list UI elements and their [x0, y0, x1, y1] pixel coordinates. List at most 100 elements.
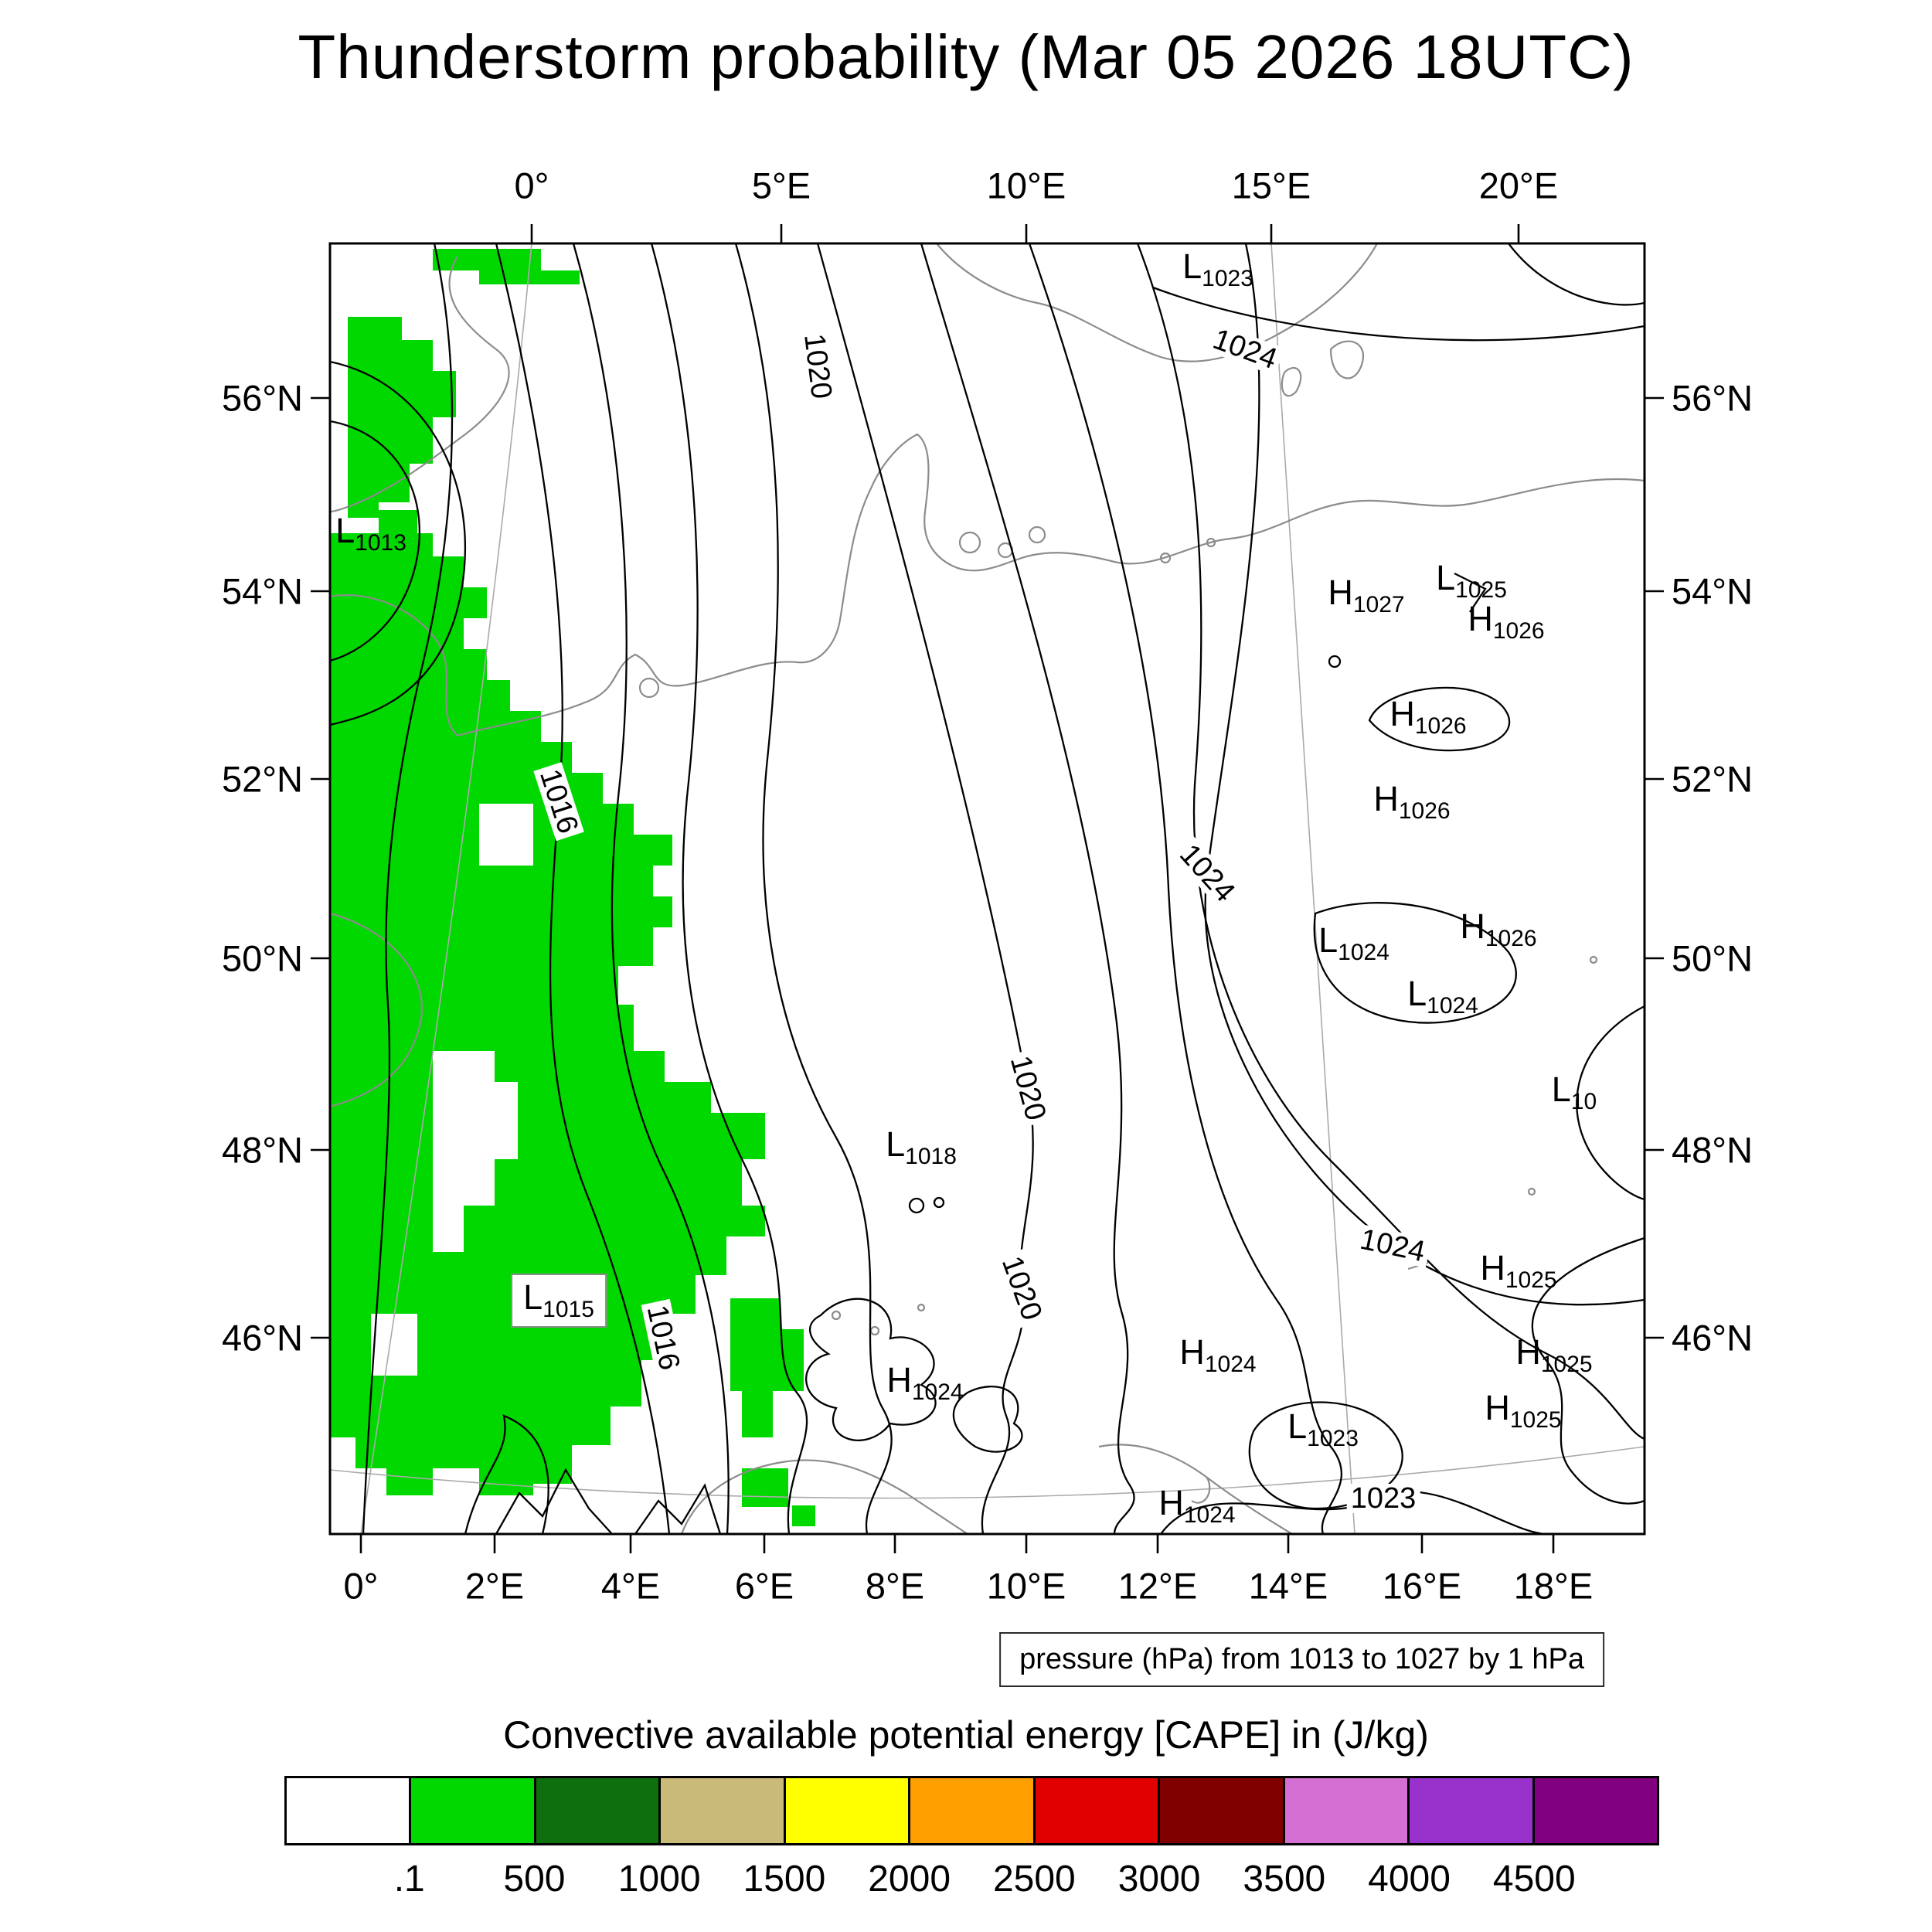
- pressure-marker-l-1018: L1018: [886, 1127, 957, 1168]
- pressure-range-caption: pressure (hPa) from 1013 to 1027 by 1 hP…: [999, 1632, 1604, 1687]
- coastline-lake: [831, 1310, 842, 1321]
- coastline-island: [1281, 367, 1302, 397]
- axis-label-56degN: 56°N: [1672, 377, 1753, 419]
- axis-label-52degN: 52°N: [1672, 758, 1753, 800]
- pressure-marker-h-1025: H1025: [1485, 1390, 1561, 1432]
- colorbar-cell-0: [287, 1778, 412, 1843]
- colorbar-cell-6: [1035, 1778, 1161, 1843]
- pressure-letter: L: [1551, 1070, 1571, 1109]
- axis-label-46degN: 46°N: [221, 1317, 303, 1359]
- colorbar-tick-1000: 1000: [617, 1859, 701, 1900]
- colorbar-tick-3000: 3000: [1117, 1859, 1201, 1900]
- colorbar-cell-1: [411, 1778, 536, 1843]
- colorbar-tick-3500: 3500: [1243, 1859, 1326, 1900]
- pressure-value: 1025: [1505, 1267, 1557, 1293]
- map-frame: [311, 224, 1664, 1553]
- isobar: [464, 1414, 549, 1534]
- isobar: [908, 1197, 925, 1214]
- isobar: [330, 360, 467, 726]
- isobar: [933, 1196, 945, 1209]
- pressure-letter: L: [335, 511, 355, 550]
- axis-label-50degN: 50°N: [1672, 937, 1753, 979]
- coastline-island: [958, 531, 981, 554]
- map-frame-rect: [328, 242, 1646, 1536]
- pressure-marker-h-1024: H1024: [886, 1362, 963, 1404]
- isobar: [1508, 243, 1645, 306]
- pressure-marker-h-1026: H1026: [1468, 601, 1544, 643]
- cape-region: [792, 1505, 815, 1526]
- axis-label-18degE: 18°E: [1513, 1565, 1594, 1607]
- pressure-value: 1024: [1427, 993, 1478, 1019]
- coastline-island: [1206, 537, 1216, 548]
- cape-fill-holes: [371, 804, 533, 1376]
- pressure-value: 1025: [1509, 1407, 1562, 1433]
- isobar: [634, 1483, 722, 1534]
- pressure-letter: H: [1179, 1332, 1205, 1372]
- isobar: [495, 243, 671, 1534]
- colorbar-cell-10: [1534, 1778, 1657, 1843]
- pressure-marker-h-1024: H1024: [1179, 1335, 1256, 1376]
- pressure-marker-h-1026: H1026: [1389, 696, 1466, 738]
- axis-label-50degN: 50°N: [221, 937, 303, 979]
- colorbar-cell-8: [1284, 1778, 1410, 1843]
- axis-label-10degE: 10°E: [986, 1565, 1066, 1607]
- pressure-marker-h-1026: H1026: [1460, 909, 1536, 951]
- coastline: [936, 243, 1378, 362]
- colorbar-cell-7: [1160, 1778, 1285, 1843]
- isobar: [1136, 243, 1645, 1440]
- colorbar-cell-3: [661, 1778, 786, 1843]
- cape-colorbar: [284, 1776, 1659, 1845]
- isobar: [650, 243, 808, 1534]
- isobar: [1328, 655, 1342, 668]
- axis-label-48degN: 48°N: [1672, 1129, 1753, 1171]
- axis-label-46degN: 46°N: [1672, 1317, 1753, 1359]
- cape-hole: [479, 804, 533, 866]
- cape-region: [730, 1298, 804, 1437]
- coastline: [680, 1459, 968, 1534]
- colorbar-cell-5: [910, 1778, 1036, 1843]
- pressure-letter: H: [1389, 694, 1415, 733]
- pressure-marker-l-1023: L1023: [1182, 249, 1253, 291]
- colorbar-tick-1500: 1500: [743, 1859, 826, 1900]
- isobar: [734, 243, 893, 1534]
- pressure-value: 1025: [1455, 577, 1507, 603]
- cape-region: [348, 317, 456, 518]
- coastline-island: [1589, 955, 1598, 964]
- isobar: [1204, 243, 1645, 1306]
- isobar: [495, 1468, 613, 1534]
- axis-label-52degN: 52°N: [221, 758, 303, 800]
- pressure-letter: H: [1515, 1332, 1541, 1372]
- pressure-letter: L: [886, 1124, 906, 1164]
- colorbar-tick-2000: 2000: [868, 1859, 951, 1900]
- pressure-value: 1015: [543, 1297, 594, 1322]
- pressure-value: 1025: [1540, 1352, 1593, 1377]
- pressure-value: 1024: [1338, 940, 1389, 965]
- isobar: [952, 1386, 1023, 1453]
- coastline-island: [1159, 552, 1172, 564]
- pressure-value: 1026: [1492, 618, 1545, 644]
- pressure-value: 1024: [911, 1379, 964, 1405]
- isobar: [1368, 686, 1511, 752]
- pressure-marker-l-1024: L1024: [1318, 923, 1389, 964]
- pressure-letter: L: [1287, 1406, 1308, 1446]
- pressure-value: 1024: [1183, 1502, 1236, 1528]
- colorbar-cell-2: [536, 1778, 662, 1843]
- isobar: [1454, 572, 1487, 613]
- pressure-value: 1023: [1202, 266, 1253, 291]
- border-line: [330, 912, 423, 1108]
- pressure-letter: H: [1460, 906, 1485, 946]
- pressure-value: 10: [1570, 1089, 1597, 1114]
- pressure-value: 1018: [905, 1144, 957, 1169]
- chart-title: Thunderstorm probability (Mar 05 2026 18…: [298, 22, 1634, 91]
- pressure-letter: L: [1407, 974, 1427, 1013]
- coastline-island: [1527, 1187, 1536, 1196]
- coastline: [1098, 1444, 1293, 1534]
- pressure-value: 1013: [355, 530, 406, 556]
- cape-hole: [371, 1314, 417, 1376]
- axis-label-15degE: 15°E: [1231, 165, 1311, 206]
- isobar: [1576, 1005, 1645, 1201]
- pressure-letter: L: [523, 1277, 543, 1317]
- pressure-letter: L: [1182, 247, 1202, 286]
- coastline-lake: [869, 1325, 880, 1336]
